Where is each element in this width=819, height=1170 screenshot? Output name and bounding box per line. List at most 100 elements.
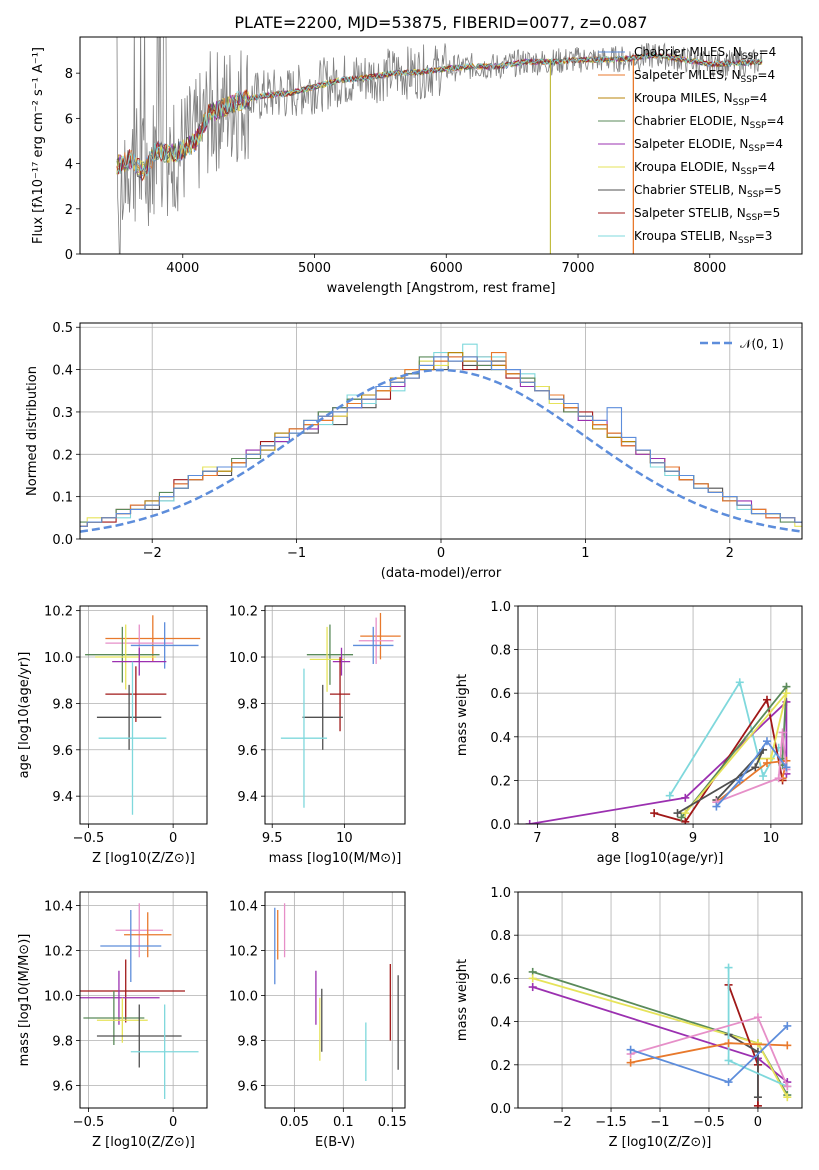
y-tick-label: 10.4 xyxy=(44,900,73,915)
model-spectrum-line xyxy=(116,52,762,182)
y-tick-label: 10.2 xyxy=(44,605,73,620)
y-tick-label: 10.0 xyxy=(229,651,258,666)
weight-marker xyxy=(782,763,791,772)
x-tick-label: 0.15 xyxy=(378,1115,407,1130)
weight-marker xyxy=(762,737,771,746)
y-tick-label: 8 xyxy=(65,67,73,82)
data-point xyxy=(112,647,167,676)
grid xyxy=(265,606,405,824)
x-tick-label: 0 xyxy=(169,1115,177,1130)
y-tick-label: 0.2 xyxy=(490,774,511,789)
histogram-step xyxy=(80,356,802,523)
data-point xyxy=(85,626,160,683)
legend-label: Kroupa MILES, NSSP=4 xyxy=(634,91,767,108)
gaussian-curve xyxy=(80,368,802,533)
weight-marker xyxy=(525,820,534,824)
grid xyxy=(518,605,802,825)
axes-frame xyxy=(79,605,208,825)
data-point xyxy=(115,903,163,958)
y-tick-label: 4 xyxy=(65,158,73,173)
y-tick-label: 1.0 xyxy=(490,886,511,901)
histogram-step xyxy=(80,352,802,527)
model-spectrum-line xyxy=(116,52,763,179)
grid xyxy=(80,323,802,540)
weight-line xyxy=(715,739,788,808)
data-point xyxy=(98,661,167,815)
data-point xyxy=(105,615,201,662)
axes-frame xyxy=(264,891,406,1109)
x-tick-label: −1.5 xyxy=(595,1115,627,1130)
plot-area xyxy=(80,343,802,533)
weight-marker xyxy=(783,1041,792,1050)
weight-marker xyxy=(528,983,537,992)
weight-marker xyxy=(753,1101,762,1108)
y-tick-label: 9.8 xyxy=(52,697,73,712)
weight-marker xyxy=(783,1082,792,1091)
x-axis-label: Z [log10(Z/Z⊙)] xyxy=(609,1135,712,1150)
legend-label: Salpeter ELODIE, NSSP=4 xyxy=(634,137,783,154)
data-point xyxy=(329,657,351,732)
x-tick-label: 0 xyxy=(437,546,445,561)
data-point xyxy=(96,1004,182,1068)
chart-residuals: 𝒩(0, 1) −2 −1 0 1 2 0.0 0.1 0.2 0.3 0.4 0.5 (data-mo… xyxy=(25,321,803,581)
weight-marker xyxy=(783,1021,792,1030)
data-point xyxy=(105,666,167,722)
weight-marker xyxy=(735,678,744,687)
model-spectrum-line xyxy=(116,52,763,180)
x-axis-label: age [log10(age/yr)] xyxy=(597,851,724,866)
histogram-step xyxy=(80,343,802,527)
x-axis-label: Z [log10(Z/Z⊙)] xyxy=(92,1135,195,1150)
y-tick-label: 0 xyxy=(65,248,73,263)
y-tick-label: 1.0 xyxy=(490,600,511,615)
weight-line xyxy=(677,749,764,814)
x-tick-label: 0.05 xyxy=(280,1115,309,1130)
data-point xyxy=(358,617,394,664)
weight-marker xyxy=(673,809,682,818)
chart-z-age: −0.5 0 9.4 9.6 9.8 10.0 10.2 Z [log10(Z/Z⊙)] age… xyxy=(17,605,208,866)
grid xyxy=(518,891,802,1109)
weight-marker xyxy=(753,1013,762,1022)
y-axis-label: Flux [fλ10⁻¹⁷ erg cm⁻² s⁻¹ A⁻¹] xyxy=(31,47,46,244)
weight-marker xyxy=(528,974,537,983)
model-spectrum-line xyxy=(116,52,763,177)
legend-label: Chabrier STELIB, NSSP=5 xyxy=(634,183,782,200)
y-tick-label: 2 xyxy=(65,203,73,218)
plot-area xyxy=(274,903,399,1081)
y-tick-label: 0.0 xyxy=(52,533,73,548)
x-tick-label: −2 xyxy=(143,546,162,561)
y-tick-label: 0.3 xyxy=(52,406,73,421)
chart-ebv-mass: 0.05 0.1 0.15 9.6 9.8 10.0 10.2 10.4 E(B-V) xyxy=(229,891,407,1150)
x-tick-label: 10 xyxy=(763,831,780,846)
y-tick-label: 0.2 xyxy=(490,1059,511,1074)
data-point xyxy=(130,1004,199,1099)
x-tick-label: 7 xyxy=(533,831,541,846)
histogram-step xyxy=(80,352,802,527)
y-tick-label: 9.4 xyxy=(237,790,258,805)
weight-marker xyxy=(650,809,659,818)
legend: Chabrier MILES, NSSP=4 Salpeter MILES, NS… xyxy=(598,45,784,246)
weight-marker xyxy=(735,776,744,785)
legend: 𝒩(0, 1) xyxy=(700,337,784,351)
weight-marker xyxy=(724,1039,733,1048)
y-tick-label: 6 xyxy=(65,112,73,127)
x-tick-label: 0 xyxy=(754,1115,762,1130)
x-tick-label: −2 xyxy=(552,1115,571,1130)
weight-marker xyxy=(782,689,791,698)
data-point xyxy=(83,991,145,1045)
x-tick-label: −1 xyxy=(287,546,306,561)
axes-frame xyxy=(79,36,803,255)
legend-label: Kroupa ELODIE, NSSP=4 xyxy=(634,160,775,177)
histogram-step xyxy=(80,356,802,527)
y-tick-label: 0.6 xyxy=(490,972,511,987)
data-point xyxy=(130,622,199,669)
plot-area xyxy=(80,903,199,1099)
y-tick-label: 0.4 xyxy=(490,731,511,746)
axes-frame xyxy=(79,891,208,1109)
chart-title: PLATE=2200, MJD=53875, FIBERID=0077, z=0… xyxy=(234,13,647,32)
weight-marker xyxy=(774,774,783,783)
y-tick-label: 9.8 xyxy=(237,1035,258,1050)
data-point xyxy=(353,626,394,664)
data-point xyxy=(80,970,160,1025)
histogram-step xyxy=(80,352,802,527)
y-tick-label: 9.6 xyxy=(52,1080,73,1095)
